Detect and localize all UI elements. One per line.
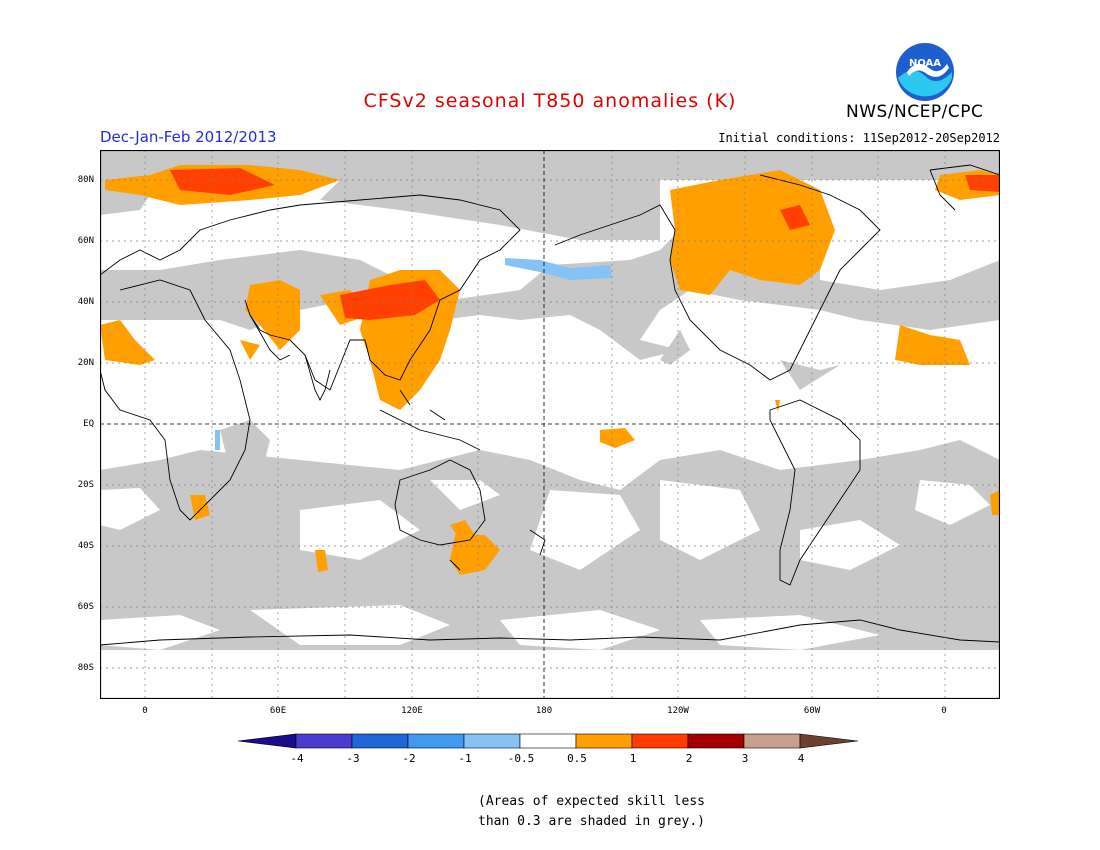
lat-label-20n: 20N: [77, 358, 94, 368]
skill-note: (Areas of expected skill less than 0.3 a…: [478, 792, 705, 832]
colorbar-label-7: 1: [629, 752, 637, 765]
lat-label-80n: 80N: [77, 175, 94, 185]
coastlines: [100, 164, 1000, 646]
colorbar-label-9: 3: [741, 752, 749, 765]
map-frame: [100, 150, 1000, 699]
lat-label-60n: 60N: [77, 236, 94, 246]
lat-label-80s: 80S: [77, 663, 94, 673]
anomaly-map: [100, 150, 1000, 699]
credit-label: NWS/NCEP/CPC: [846, 102, 984, 122]
colorbar-segment-4: [463, 733, 521, 749]
colorbar-segment-3: [407, 733, 465, 749]
lon-label-60w: 60W: [803, 706, 821, 716]
colorbar-segment-2: [351, 733, 409, 749]
color-bar: [238, 733, 859, 749]
svg-text:NOAA: NOAA: [909, 58, 941, 69]
colorbar-label-4: -1: [458, 752, 472, 765]
equator-dateline: [100, 150, 1000, 699]
lat-label-60s: 60S: [77, 602, 94, 612]
skill-note-line-1: (Areas of expected skill less: [478, 794, 705, 809]
lat-lon-grid: [100, 150, 1000, 699]
colorbar-segment-5: [519, 733, 577, 749]
colorbar-segment-8: [687, 733, 745, 749]
skill-note-line-2: than 0.3 are shaded in grey.): [478, 814, 705, 829]
colorbar-label-3: -2: [402, 752, 416, 765]
initial-conditions-label: Initial conditions: 11Sep2012-20Sep2012: [718, 131, 1000, 145]
colorbar-segment-1: [295, 733, 353, 749]
colorbar-label-8: 2: [685, 752, 693, 765]
colorbar-label-10: 4: [797, 752, 805, 765]
lon-label-120w: 120W: [667, 706, 689, 716]
season-label: Dec-Jan-Feb 2012/2013: [100, 128, 277, 146]
colorbar-segment-6: [575, 733, 633, 749]
lon-label-0-east: 0: [941, 706, 947, 716]
lat-label-eq: EQ: [83, 419, 94, 429]
colorbar-segment-9: [743, 733, 801, 749]
lon-label-180: 180: [535, 706, 553, 716]
lat-label-40s: 40S: [77, 541, 94, 551]
map-title: CFSv2 seasonal T850 anomalies (K): [363, 90, 737, 112]
colorbar-segment-10: [799, 733, 859, 749]
lat-label-20s: 20S: [77, 480, 94, 490]
lon-label-0: 0: [142, 706, 148, 716]
lat-label-40n: 40N: [77, 297, 94, 307]
negative-anomaly-areas: [215, 258, 612, 450]
colorbar-label-5: -0.5: [507, 752, 535, 765]
colorbar-segment-0: [238, 733, 297, 749]
noaa-logo: NOAA: [896, 43, 954, 101]
lon-label-120e: 120E: [401, 706, 423, 716]
lon-label-60e: 60E: [269, 706, 287, 716]
colorbar-label-2: -3: [346, 752, 360, 765]
colorbar-label-6: 0.5: [567, 752, 587, 765]
colorbar-label-1: -4: [290, 752, 304, 765]
colorbar-segment-7: [631, 733, 689, 749]
